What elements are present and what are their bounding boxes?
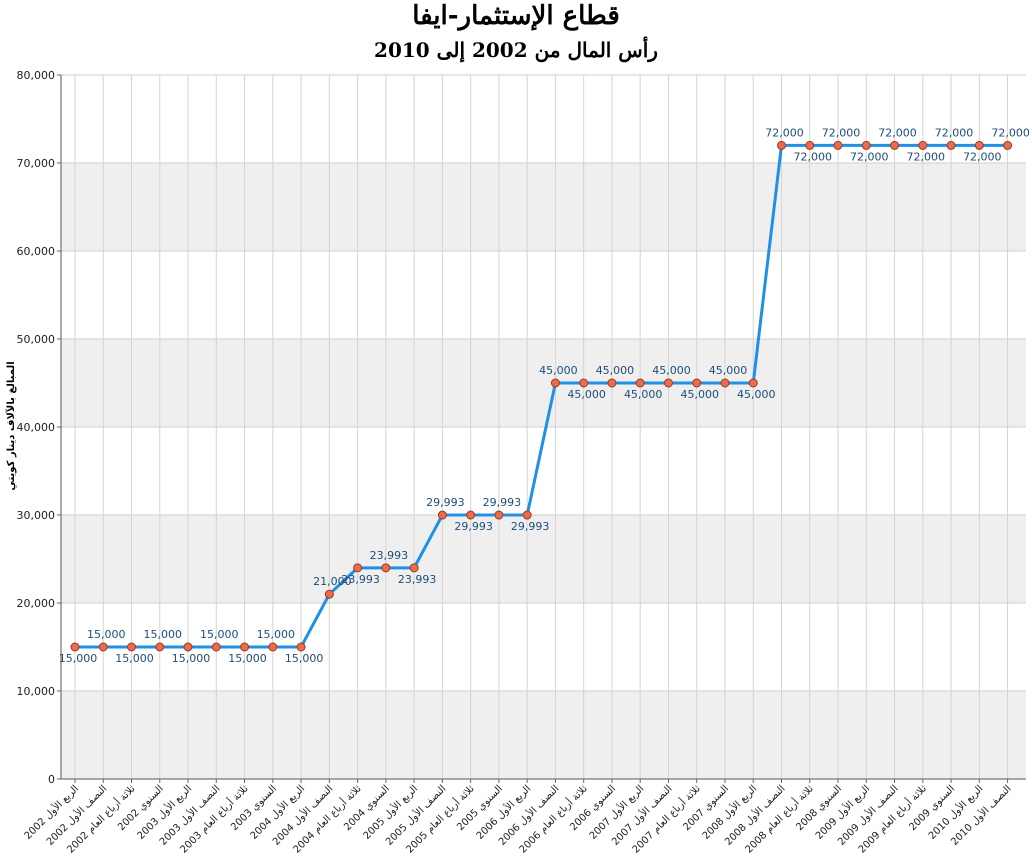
data-point <box>268 642 278 652</box>
data-point <box>890 140 900 150</box>
data-label: 15,000 <box>285 652 324 665</box>
y-tick-label: 30,000 <box>17 509 56 522</box>
data-label: 21,000 <box>313 575 352 588</box>
data-point <box>833 140 843 150</box>
y-tick-label: 20,000 <box>17 597 56 610</box>
data-label: 72,000 <box>878 126 917 139</box>
data-point <box>974 140 984 150</box>
data-label: 45,000 <box>596 364 635 377</box>
data-point <box>805 140 815 150</box>
data-label: 15,000 <box>200 628 239 641</box>
data-point <box>296 642 306 652</box>
data-point <box>777 140 786 150</box>
y-tick-label: 40,000 <box>17 421 56 434</box>
data-point <box>607 378 617 388</box>
chart-subtitle: رأس المال من 2002 إلى 2010 <box>374 38 658 62</box>
data-label: 72,000 <box>963 150 1002 163</box>
data-label: 29,993 <box>483 496 522 509</box>
data-label: 72,000 <box>765 126 804 139</box>
data-point <box>579 378 589 388</box>
data-label: 45,000 <box>539 364 578 377</box>
axes <box>60 75 1026 780</box>
data-point <box>381 563 391 573</box>
data-point <box>663 378 673 388</box>
data-point <box>946 140 956 150</box>
data-point <box>635 378 645 388</box>
data-point <box>409 563 419 573</box>
data-label: 45,000 <box>567 388 606 401</box>
y-tick-labels: 0 10,000 20,000 30,000 40,000 50,000 60,000 70,… <box>17 69 56 786</box>
data-point <box>98 642 108 652</box>
data-point <box>720 378 730 388</box>
data-label: 45,000 <box>709 364 748 377</box>
data-label: 15,000 <box>257 628 296 641</box>
series-line <box>73 143 1010 649</box>
data-point <box>70 642 80 652</box>
data-point <box>127 642 137 652</box>
y-tick-label: 10,000 <box>17 685 56 698</box>
data-point <box>918 140 928 150</box>
data-label: 29,993 <box>454 520 493 533</box>
data-label: 45,000 <box>680 388 719 401</box>
data-point <box>522 510 532 520</box>
data-label: 15,000 <box>59 652 98 665</box>
data-label: 23,993 <box>341 573 380 586</box>
data-label: 15,000 <box>87 628 126 641</box>
data-label: 15,000 <box>172 652 211 665</box>
grid-band <box>61 339 1026 427</box>
data-point <box>240 642 250 652</box>
data-point <box>183 642 193 652</box>
data-label: 15,000 <box>228 652 267 665</box>
data-point <box>437 510 447 520</box>
data-points <box>70 140 1013 652</box>
data-label: 72,000 <box>991 126 1030 139</box>
y-tick-label: 50,000 <box>17 333 56 346</box>
chart-title: قطاع الإستثمار-ايفا <box>412 1 620 31</box>
data-label: 23,993 <box>398 573 437 586</box>
y-tick-label: 70,000 <box>17 157 56 170</box>
data-label: 72,000 <box>935 126 974 139</box>
data-point <box>211 642 221 652</box>
grid-band <box>61 691 1026 779</box>
data-point <box>550 378 560 388</box>
data-point <box>155 642 165 652</box>
data-label: 72,000 <box>822 126 861 139</box>
data-point <box>494 510 504 520</box>
data-label: 72,000 <box>794 150 833 163</box>
data-point <box>1003 140 1013 150</box>
grid-band <box>61 163 1026 251</box>
data-labels: 15,000 15,000 15,000 15,000 15,000 15,000 15,0… <box>59 126 1030 665</box>
data-label: 29,993 <box>426 496 465 509</box>
y-tick-label: 0 <box>48 773 55 786</box>
data-label: 29,993 <box>511 520 550 533</box>
data-point <box>861 140 871 150</box>
y-tick-label: 80,000 <box>17 69 56 82</box>
data-point <box>324 589 334 599</box>
data-point <box>748 378 758 388</box>
data-label: 15,000 <box>115 652 154 665</box>
data-label: 15,000 <box>144 628 183 641</box>
data-point <box>692 378 702 388</box>
grid-band <box>61 515 1026 603</box>
data-label: 23,993 <box>370 549 409 562</box>
series-polyline <box>73 143 1010 649</box>
data-label: 45,000 <box>737 388 776 401</box>
data-label: 72,000 <box>907 150 946 163</box>
data-point <box>353 563 363 573</box>
data-label: 72,000 <box>850 150 889 163</box>
grid-bands <box>61 163 1026 779</box>
data-label: 45,000 <box>652 364 691 377</box>
data-point <box>466 510 476 520</box>
data-label: 45,000 <box>624 388 663 401</box>
y-tick-label: 60,000 <box>17 245 56 258</box>
